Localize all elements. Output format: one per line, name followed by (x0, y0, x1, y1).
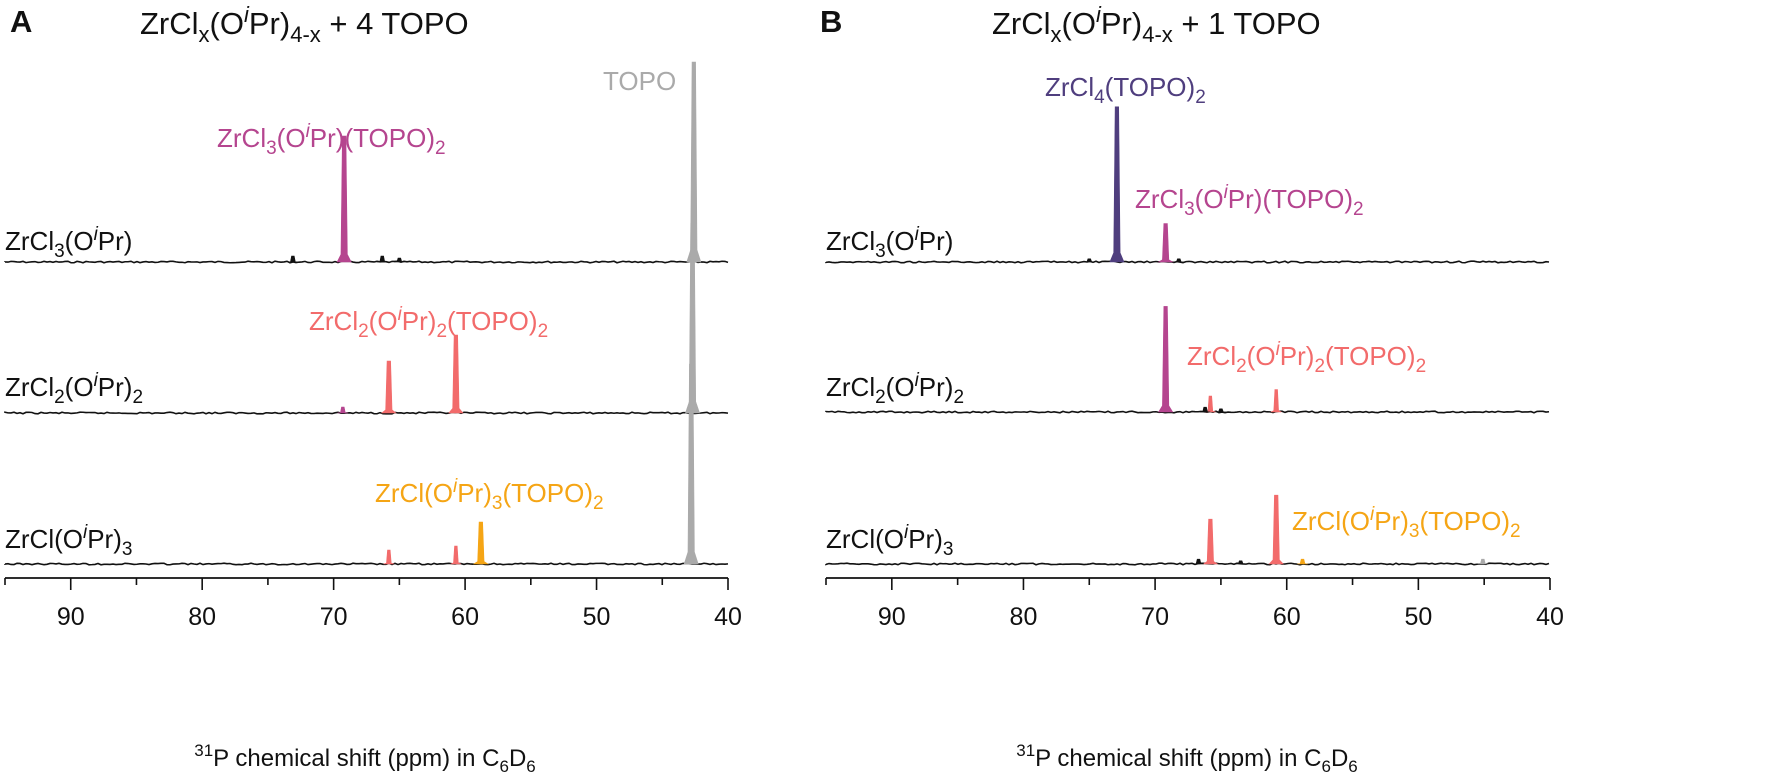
panel-a-letter: A (10, 4, 32, 39)
panel-a-title: ZrClx(OiPr)4-x + 4 TOPO (140, 2, 469, 47)
peak-b3-4 (1477, 558, 1489, 565)
baseline-a2 (4, 411, 729, 415)
trace-b2 (825, 306, 1550, 414)
baseline-a3 (4, 562, 729, 566)
peak-a3-4 (683, 363, 699, 565)
annotation-b-zrcl2: ZrCl2(OiPr)2(TOPO)2 (1187, 339, 1426, 377)
x-tick-label-a-70: 70 (320, 603, 348, 631)
baseline-b3 (825, 562, 1550, 566)
trace-label-b1: ZrCl3(OiPr) (826, 224, 953, 262)
trace-b1 (825, 106, 1550, 264)
trace-label-b2: ZrCl2(OiPr)2 (826, 370, 964, 408)
panel-a: A ZrClx(OiPr)4-x + 4 TOPO ZrCl3(OiPr) Zr… (4, 2, 742, 631)
annotation-b-zrcl: ZrCl(OiPr)3(TOPO)2 (1292, 504, 1521, 542)
peak-b2-5 (1215, 408, 1227, 413)
trace-label-a1: ZrCl3(OiPr) (5, 224, 132, 262)
annotation-a-topo: TOPO (603, 66, 676, 96)
peak-b3-6 (1235, 560, 1246, 565)
trace-label-a3: ZrCl(OiPr)3 (5, 522, 132, 560)
peak-a1-1 (336, 135, 352, 263)
x-tick-label-a-50: 50 (583, 603, 611, 631)
annotation-a-zrcl: ZrCl(OiPr)3(TOPO)2 (375, 476, 604, 514)
trace-a3 (4, 363, 729, 566)
annotation-b-zrcl4: ZrCl4(TOPO)2 (1045, 72, 1206, 108)
panel-b-title: ZrClx(OiPr)4-x + 1 TOPO (992, 2, 1321, 47)
peak-a1-5 (394, 257, 405, 263)
trace-label-a2: ZrCl2(OiPr)2 (5, 370, 143, 408)
x-tick-label-b-80: 80 (1010, 603, 1038, 631)
annotation-a-zrcl3: ZrCl3(OiPr)(TOPO)2 (217, 121, 446, 159)
trace-a1 (4, 61, 729, 264)
peak-a3-2 (450, 545, 462, 565)
panel-b: B ZrClx(OiPr)4-x + 1 TOPO ZrCl3(OiPr) Zr… (820, 2, 1564, 631)
peak-b3-2 (1268, 494, 1284, 565)
baseline-a1 (4, 260, 729, 264)
x-tick-label-b-70: 70 (1141, 603, 1169, 631)
x-tick-label-b-90: 90 (878, 603, 906, 631)
peak-b3-1 (1202, 518, 1219, 565)
panel-b-letter: B (820, 4, 842, 39)
spectra-b (825, 106, 1550, 566)
peak-b2-4 (1199, 406, 1211, 413)
x-axis-a: 90 80 70 60 50 40 (4, 577, 742, 631)
annotation-a-zrcl2: ZrCl2(OiPr)2(TOPO)2 (309, 304, 548, 342)
peak-b2-3 (1270, 389, 1282, 413)
peak-a1-3 (287, 255, 299, 263)
x-axis-title-b: 31P chemical shift (ppm) in C6D6 (1016, 741, 1358, 776)
x-tick-label-b-60: 60 (1273, 603, 1301, 631)
x-axis-title-a: 31P chemical shift (ppm) in C6D6 (194, 741, 536, 776)
peak-a3-3 (472, 521, 489, 565)
x-tick-label-a-60: 60 (451, 603, 479, 631)
peak-a2-1 (337, 406, 349, 414)
peak-b3-5 (1193, 558, 1204, 565)
annotation-b-zrcl3: ZrCl3(OiPr)(TOPO)2 (1135, 182, 1364, 220)
x-tick-label-a-80: 80 (188, 603, 216, 631)
x-tick-label-a-90: 90 (57, 603, 85, 631)
baseline-b1 (825, 260, 1550, 264)
baseline-b2 (825, 410, 1550, 414)
peak-b3-3 (1297, 558, 1308, 565)
peak-a2-2 (380, 360, 397, 414)
trace-b3 (825, 494, 1550, 566)
peak-b2-1 (1158, 306, 1174, 413)
spectra-a (4, 61, 729, 566)
x-tick-label-a-40: 40 (714, 603, 742, 631)
peak-b1-4 (1083, 258, 1095, 263)
peak-a3-1 (383, 549, 395, 565)
trace-label-b3: ZrCl(OiPr)3 (826, 522, 953, 560)
peak-a2-3 (448, 334, 464, 414)
peak-b1-3 (1173, 258, 1185, 263)
peak-b1-2 (1157, 223, 1174, 263)
peak-a1-4 (376, 255, 388, 263)
trace-a2 (4, 222, 729, 415)
x-tick-label-b-40: 40 (1536, 603, 1564, 631)
peak-b1-1 (1109, 106, 1125, 263)
x-axis-b: 90 80 70 60 50 40 (825, 577, 1564, 631)
x-tick-label-b-50: 50 (1404, 603, 1432, 631)
